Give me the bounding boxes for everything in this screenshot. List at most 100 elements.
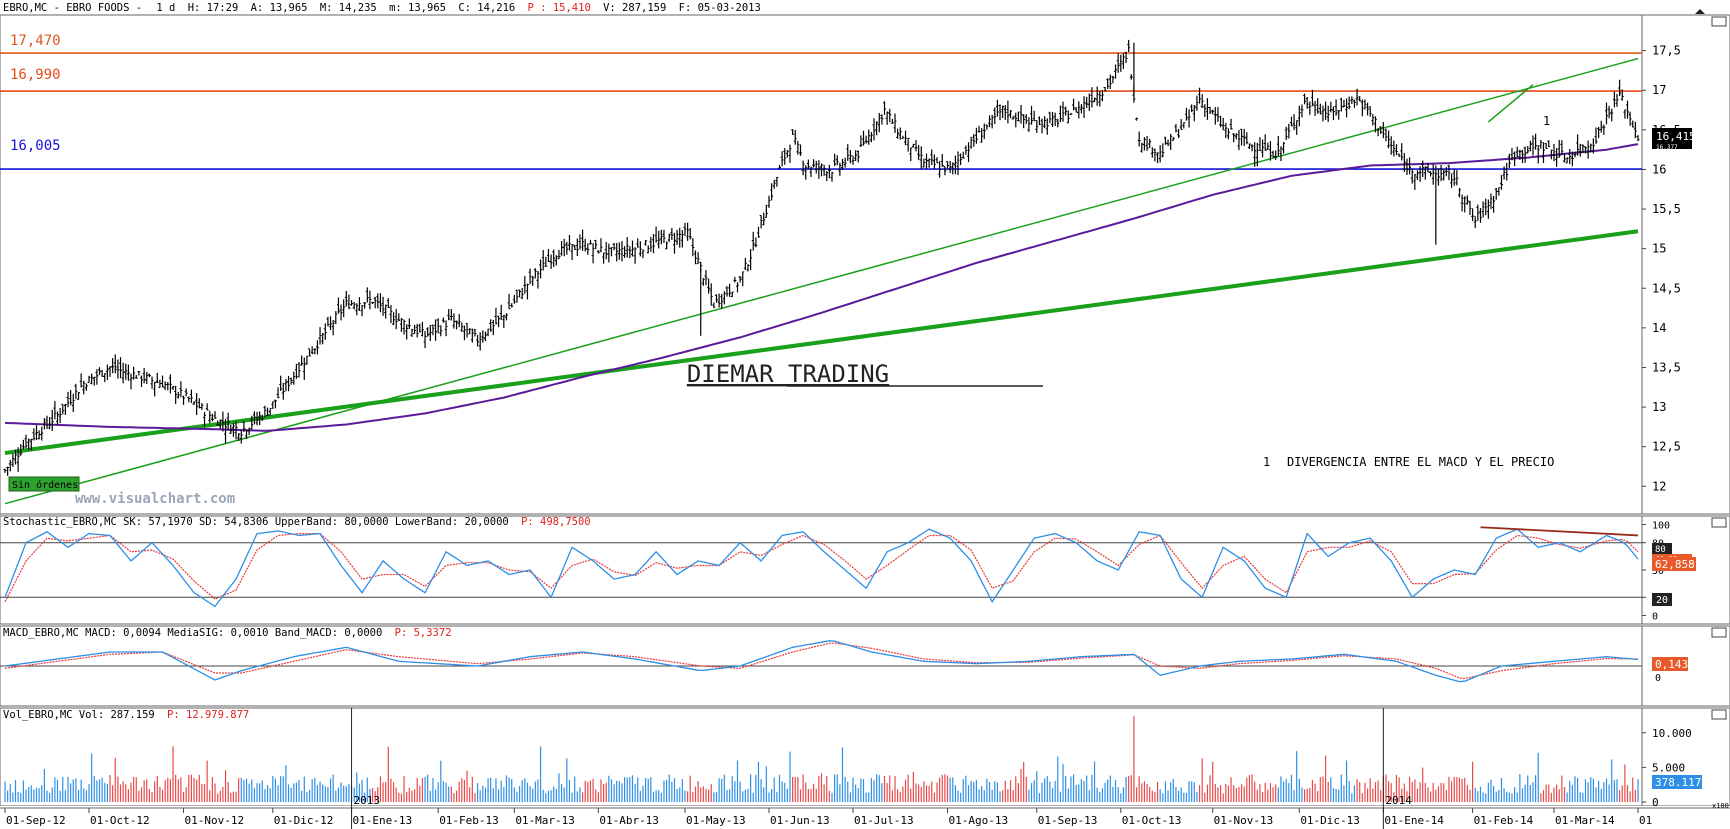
header-period: 1 d (156, 2, 175, 14)
price-maximize-button[interactable] (1711, 16, 1727, 27)
price-tick-label: 17,5 (1652, 44, 1681, 58)
date-tick-label: 01-Ago-13 (949, 814, 1009, 827)
header-max: M: 14,235 (320, 2, 377, 14)
vol-value-tag (1652, 775, 1702, 789)
macd-pane[interactable] (0, 625, 1730, 707)
price-tick-label: 13 (1652, 400, 1666, 414)
sin-ordenes-text: Sin órdenes (12, 479, 78, 491)
note-text: DIVERGENCIA ENTRE EL MACD Y EL PRECIO (1287, 455, 1554, 469)
macd-maximize-button[interactable] (1711, 627, 1727, 638)
header-volume: V: 287,159 (603, 2, 666, 14)
scroll-up-icon[interactable] (1695, 9, 1705, 14)
date-tick-label: 01-Sep-13 (1038, 814, 1098, 827)
stoch-value-tag (1652, 557, 1696, 571)
vol-value-text: 378.117 (1655, 776, 1701, 789)
date-tick-label: 01-Feb-13 (439, 814, 499, 827)
header-open: A: 13,965 (251, 2, 308, 14)
year-label: 2013 (354, 794, 381, 807)
price-tick-label: 14 (1652, 321, 1666, 335)
last-price-text-2: 16,377 (1656, 144, 1678, 151)
stoch-lower-tag-text: 20 (1656, 595, 1668, 606)
stoch-p-text: P: 498,7500 (521, 516, 591, 528)
date-tick-label: 01-Mar-14 (1555, 814, 1615, 827)
stochastic-pane[interactable]: 0 20 50 80 100 (0, 515, 1730, 625)
divergence-trend-line (1487, 84, 1534, 123)
date-tick-label: 01-Dic-13 (1300, 814, 1360, 827)
date-tick-label: 01-Ene-13 (353, 814, 413, 827)
vol-label: Vol_EBRO,MC Vol: 287.159 P: 12.979.877 (3, 709, 249, 721)
pane-controls-main[interactable] (1695, 9, 1705, 14)
header-date: F: 05-03-2013 (679, 2, 761, 14)
moving-average-line (4, 143, 1639, 432)
date-tick-label: 01-Ene-14 (1384, 814, 1444, 827)
price-tick-label: 13,5 (1652, 360, 1681, 374)
volume-pane[interactable]: 0 5.000 10.000 (0, 707, 1730, 809)
date-tick-label: 01-Nov-13 (1214, 814, 1274, 827)
vol-corner-text: x100 (1712, 802, 1729, 810)
stoch-frame (0, 515, 1730, 625)
last-price-text: 16,415 (1656, 130, 1696, 143)
stoch-d-line (4, 533, 1639, 603)
date-axis-bg (0, 806, 1730, 829)
trend-line-thin (4, 57, 1639, 505)
stoch-tick-label: 0 (1652, 611, 1658, 622)
price-bars (3, 39, 1640, 476)
date-tick-label: 01-May-13 (686, 814, 746, 827)
last-price-tag (1652, 128, 1692, 143)
level-label-16990: 16,990 (10, 67, 61, 83)
year-label: 2014 (1385, 794, 1412, 807)
stoch-divergence-line (1480, 526, 1639, 537)
last-price-tag-2 (1652, 143, 1692, 149)
date-tick-label: 01-Oct-13 (1122, 814, 1182, 827)
date-tick-label: 01-Jun-13 (770, 814, 830, 827)
header-p: P : 15,410 (528, 2, 591, 14)
stoch-tick-label: 100 (1652, 521, 1670, 532)
price-tick-label: 12,5 (1652, 440, 1681, 454)
vol-tick-label: 0 (1652, 796, 1659, 809)
watermark-text: DIEMAR TRADING (687, 360, 889, 388)
level-label-17470: 17,470 (10, 33, 61, 49)
date-tick-label: 01-Abr-13 (599, 814, 659, 827)
price-tick-label: 17 (1652, 83, 1666, 97)
date-tick-label: 01-Jul-13 (854, 814, 914, 827)
date-tick-label: 01-Sep-12 (6, 814, 66, 827)
level-label-16005: 16,005 (10, 138, 61, 154)
macd-value-text: 0,143 (1655, 658, 1688, 671)
note-number: 1 (1263, 455, 1270, 469)
date-tick-label: 01-Mar-13 (515, 814, 575, 827)
stoch-lower-tag (1652, 593, 1672, 606)
date-tick-label: 01-Dic-12 (274, 814, 334, 827)
macd-value-tag (1652, 657, 1688, 671)
stoch-upper-tag (1652, 543, 1672, 554)
stoch-maximize-button[interactable] (1711, 517, 1727, 528)
stoch-label: Stochastic_EBRO,MC SK: 57,1970 SD: 54,83… (3, 516, 591, 528)
date-tick-label: 01 (1639, 814, 1652, 827)
vol-label-text: Vol_EBRO,MC Vol: 287.159 (3, 709, 155, 721)
stoch-k-line (4, 528, 1639, 608)
vol-tick-label: 5.000 (1652, 761, 1685, 774)
macd-p-text: P: 5,3372 (395, 627, 452, 639)
header-symbol: EBRO,MC - EBRO FOODS - (3, 2, 142, 14)
price-tick-label: 16 (1652, 162, 1666, 176)
stoch-tick-label: 50 (1652, 566, 1664, 577)
date-tick-label: 01-Oct-12 (90, 814, 150, 827)
price-tick-label: 15 (1652, 242, 1666, 256)
date-axis: 01-Sep-12 01-Oct-12 01-Nov-12 01-Dic-12 01-E… (0, 708, 1730, 829)
macd-line (4, 640, 1639, 683)
price-tick-label: 14,5 (1652, 281, 1681, 295)
header-text: EBRO,MC - EBRO FOODS - 1 d H: 17:29 A: 1… (3, 2, 761, 14)
divergence-label: 1 (1543, 114, 1550, 128)
date-tick-label: 01-Feb-14 (1474, 814, 1534, 827)
macd-label-text: MACD_EBRO,MC MACD: 0,0094 MediaSIG: 0,00… (3, 627, 382, 639)
macd-frame (0, 625, 1730, 707)
vol-tick-label: 10.000 (1652, 727, 1692, 740)
vol-p-text: P: 12.979.877 (167, 709, 249, 721)
macd-zero-tag: 0 (1655, 673, 1661, 684)
sin-ordenes-badge (8, 476, 80, 492)
header-close: C: 14,216 (458, 2, 515, 14)
macd-label: MACD_EBRO,MC MACD: 0,0094 MediaSIG: 0,00… (3, 627, 452, 639)
trend-line-thick (4, 229, 1639, 455)
vol-maximize-button[interactable] (1711, 709, 1727, 720)
price-tick-label: 12 (1652, 479, 1666, 493)
